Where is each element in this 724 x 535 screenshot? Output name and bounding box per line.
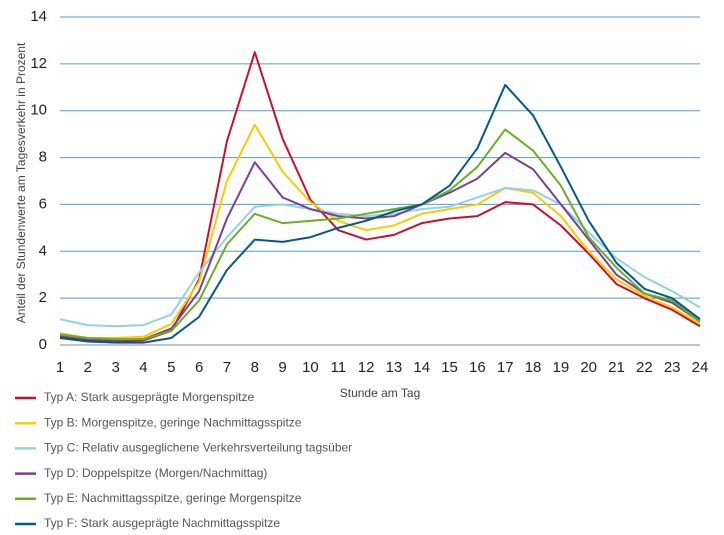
- x-tick-label: 22: [636, 359, 653, 376]
- legend-label: Typ A: Stark ausgeprägte Morgenspitze: [44, 390, 254, 404]
- series-line: [59, 83, 701, 344]
- x-tick-label: 3: [111, 359, 119, 376]
- y-tick-label: 12: [30, 55, 47, 72]
- x-tick-label: 8: [251, 359, 259, 376]
- x-tick-label: 5: [167, 359, 175, 376]
- y-tick-label: 10: [30, 102, 47, 119]
- x-tick-label: 12: [358, 359, 375, 376]
- y-tick-label: 14: [30, 8, 47, 25]
- x-tick-label: 1: [56, 359, 64, 376]
- y-tick-label: 4: [39, 242, 47, 259]
- x-tick-label: 13: [386, 359, 403, 376]
- x-tick-label: 24: [692, 359, 709, 376]
- x-tick-label: 20: [580, 359, 597, 376]
- x-tick-label: 17: [497, 359, 514, 376]
- legend-label: Typ D: Doppelspitze (Morgen/Nachmittag): [44, 466, 267, 480]
- x-tick-label: 6: [195, 359, 203, 376]
- x-tick-label: 7: [223, 359, 231, 376]
- x-axis-label: Stunde am Tag: [340, 386, 421, 400]
- x-tick-label: 9: [278, 359, 286, 376]
- y-tick-label: 8: [39, 149, 47, 166]
- legend-label: Typ F: Stark ausgeprägte Nachmittagsspit…: [44, 516, 280, 530]
- x-tick-label: 23: [664, 359, 681, 376]
- legend-label: Typ E: Nachmittagsspitze, geringe Morgen…: [44, 491, 302, 505]
- x-tick-label: 21: [608, 359, 625, 376]
- y-axis-label: Anteil der Stundenwerte am Tagesverkehr …: [14, 42, 28, 323]
- x-tick-label: 16: [469, 359, 486, 376]
- y-tick-label: 2: [39, 289, 47, 306]
- series-line: [59, 123, 701, 339]
- y-tick-label: 6: [39, 195, 47, 212]
- x-tick-label: 4: [139, 359, 147, 376]
- legend-label: Typ B: Morgenspitze, geringe Nachmittags…: [44, 415, 302, 429]
- legend-label: Typ C: Relativ ausgeglichene Verkehrsver…: [44, 441, 352, 455]
- series-line: [59, 128, 701, 341]
- x-tick-label: 14: [413, 359, 430, 376]
- y-tick-label: 0: [39, 336, 47, 353]
- x-tick-label: 11: [330, 359, 346, 376]
- series-line: [59, 151, 701, 342]
- x-tick-label: 15: [441, 359, 458, 376]
- series-line: [59, 187, 701, 328]
- x-tick-label: 10: [302, 359, 319, 376]
- x-tick-label: 2: [84, 359, 92, 376]
- x-tick-label: 18: [525, 359, 542, 376]
- x-tick-label: 19: [553, 359, 570, 376]
